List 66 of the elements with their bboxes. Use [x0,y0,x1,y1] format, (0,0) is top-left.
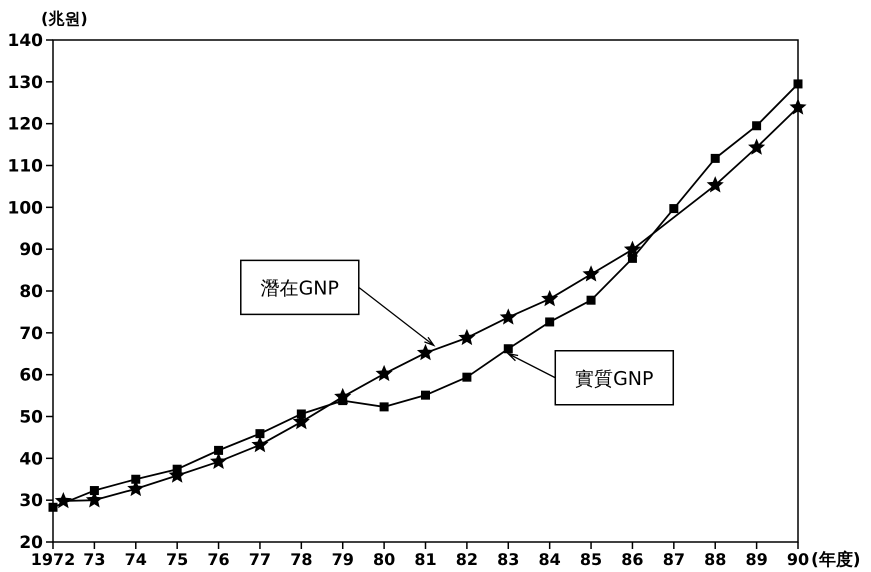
point [541,290,558,306]
y-axis-title: (兆원) [41,9,88,28]
x-tick-label: 84 [538,550,561,569]
point [458,328,476,346]
y-tick-label: 130 [8,72,44,93]
point [48,502,58,512]
x-tick-label: 1972 [30,550,76,569]
x-tick-label: 76 [207,550,230,569]
x-tick-label: 75 [166,550,188,569]
point [54,492,72,508]
y-tick-label: 20 [19,533,44,553]
point [462,372,472,382]
annotation: 實質GNP [575,368,654,390]
y-tick-label: 60 [19,366,44,386]
x-tick-label: 89 [745,550,768,569]
point [214,446,224,455]
x-tick-label: 80 [372,550,396,569]
x-tick-label: 73 [83,550,106,569]
x-tick-label: 85 [580,550,602,569]
annotation: 潛在GNP [240,260,436,347]
point [794,79,802,88]
y-tick-label: 50 [19,408,44,428]
point [416,344,434,360]
x-tick-label: 77 [248,550,272,569]
point [748,138,766,155]
point [421,390,430,400]
x-tick-label: 78 [290,550,312,569]
x-tick-label: 81 [414,550,437,569]
point [669,204,678,214]
x-tick-label: 87 [662,550,685,569]
point [90,486,99,496]
point [624,240,641,257]
point [706,176,724,192]
point [334,388,352,404]
point [789,98,807,115]
x-tick-label: 74 [124,550,147,569]
point [586,296,596,305]
annotation: 實質GNP [506,350,674,406]
y-tick-label: 70 [19,324,44,344]
point [752,121,762,130]
point [255,429,264,438]
x-tick-label: 83 [497,550,520,569]
point [582,265,600,282]
point [545,317,554,326]
point [210,452,228,469]
y-tick-label: 40 [19,449,44,470]
y-tick-label: 140 [8,31,44,51]
x-tick-label: 86 [621,550,644,569]
point [131,474,140,484]
y-tick-label: 120 [8,114,44,135]
x-tick-label: 88 [704,550,726,569]
annotation: 潛在GNP [260,277,339,300]
x-tick-label: 90 [786,550,810,569]
y-tick-label: 100 [8,198,44,218]
y-tick-label: 30 [19,491,44,512]
point [500,308,517,325]
x-tick-label: 82 [456,550,478,569]
x-axis-title: (年度) [811,550,861,570]
y-tick-label: 90 [19,240,44,260]
x-tick-label: 79 [332,550,354,569]
point [380,402,389,412]
y-tick-label: 110 [8,156,44,176]
point [710,154,720,163]
y-tick-label: 80 [19,282,44,302]
point [504,344,513,354]
point [376,364,393,382]
